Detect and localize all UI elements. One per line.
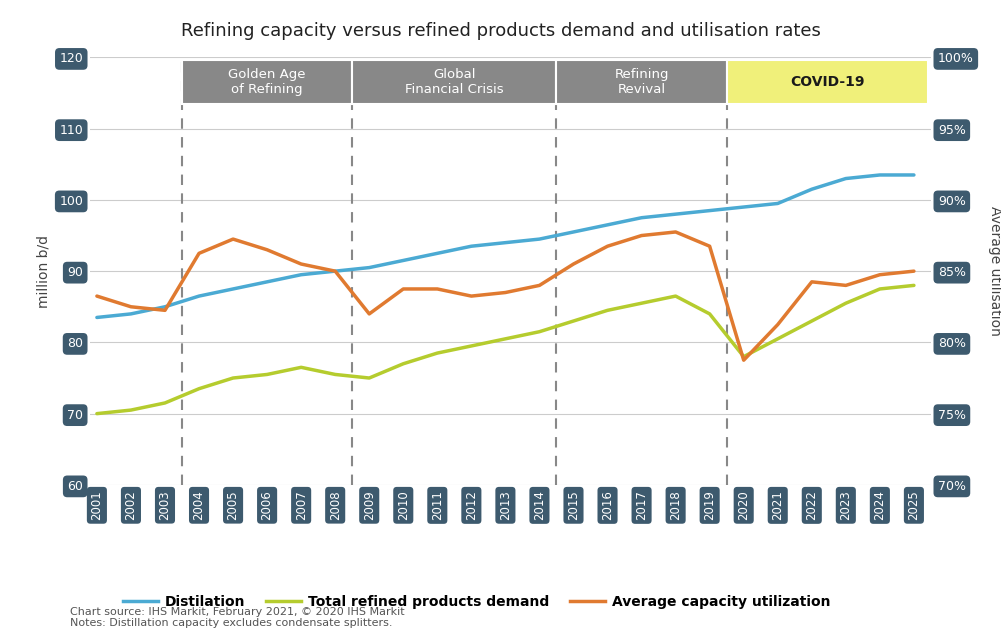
Legend: Distilation, Total refined products demand, Average capacity utilization: Distilation, Total refined products dema…: [118, 590, 836, 615]
Y-axis label: million b/d: million b/d: [37, 235, 51, 308]
Bar: [352, 59, 557, 104]
Bar: [727, 59, 928, 104]
Text: Golden Age
of Refining: Golden Age of Refining: [228, 68, 306, 96]
Y-axis label: Average utilisation: Average utilisation: [988, 206, 1001, 336]
Text: COVID-19: COVID-19: [790, 75, 864, 89]
Bar: [557, 59, 727, 104]
Text: Global
Financial Crisis: Global Financial Crisis: [405, 68, 504, 96]
Text: Refining
Revival: Refining Revival: [615, 68, 669, 96]
Text: Chart source: IHS Markit, February 2021, © 2020 IHS Markit
Notes: Distillation c: Chart source: IHS Markit, February 2021,…: [70, 607, 404, 628]
Text: Refining capacity versus refined products demand and utilisation rates: Refining capacity versus refined product…: [180, 22, 821, 40]
Bar: [182, 59, 352, 104]
